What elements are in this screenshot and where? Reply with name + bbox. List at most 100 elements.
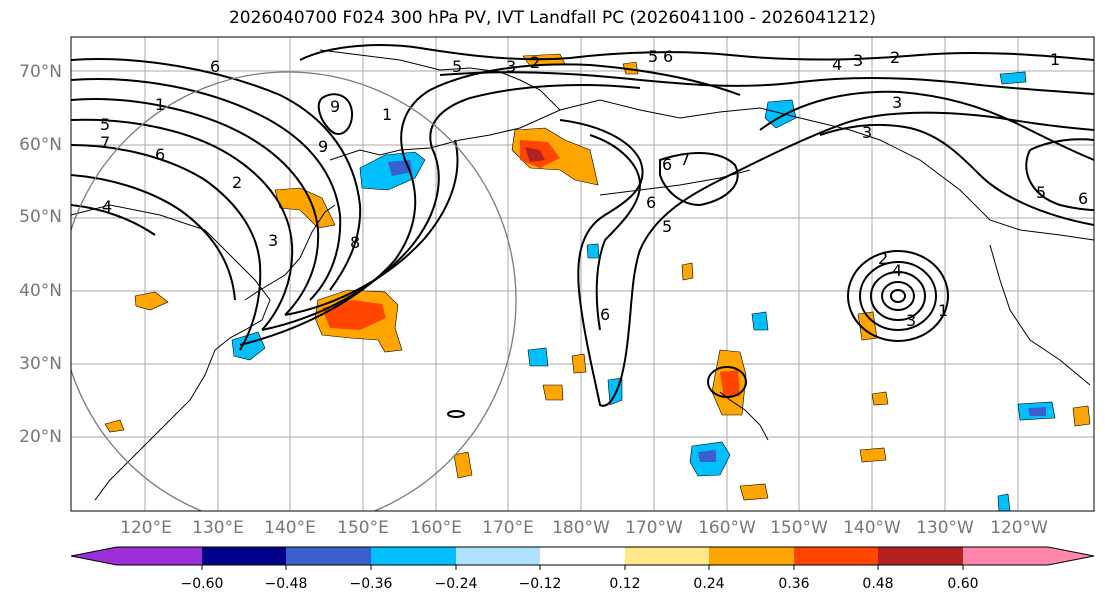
- contour-label: 1: [155, 95, 165, 114]
- contour-label: 5: [100, 115, 110, 134]
- pv-trough-contour: [559, 111, 1094, 407]
- map-plot-area: 6 5 3 2 5 6 4 3 2 1 1 5 7 6 2 4 3 9 9 8 …: [71, 37, 1094, 511]
- contour-label: 2: [232, 173, 242, 192]
- positive-anomaly: [453, 451, 473, 479]
- contour-label: 6: [646, 193, 656, 212]
- colorbar-bin: [117, 547, 202, 565]
- north-pacific-coast: [329, 99, 1094, 241]
- contour-label: 4: [832, 55, 842, 74]
- contour-label: 9: [330, 97, 340, 116]
- contour-label: 9: [318, 137, 328, 156]
- contour-label: 3: [892, 93, 902, 112]
- colorbar-outline: [70, 546, 1095, 566]
- contour-label: 1: [938, 301, 948, 320]
- colorbar-bin: [286, 547, 371, 565]
- pv-contour: [819, 123, 1094, 226]
- pv-contours: [71, 44, 1094, 418]
- contour-label: 5: [662, 217, 672, 236]
- negative-anomaly-core: [1028, 407, 1046, 416]
- colorbar-tick-label: 0.12: [609, 576, 641, 592]
- pv-contour: [71, 58, 362, 291]
- positive-anomaly: [739, 483, 769, 501]
- colorbar-bin: [371, 547, 456, 565]
- colorbar-tick-label: −0.36: [349, 576, 393, 592]
- lon-label-160w: 160°W: [698, 518, 756, 538]
- contour-label: 6: [662, 155, 672, 174]
- contour-label: 3: [506, 57, 516, 76]
- lon-label-150e: 150°E: [337, 518, 389, 538]
- lon-label-120e: 120°E: [120, 518, 172, 538]
- contour-label: 6: [1078, 189, 1088, 208]
- positive-anomaly-core: [720, 370, 740, 398]
- contour-label: 7: [680, 150, 690, 169]
- lon-label-150w: 150°W: [770, 518, 828, 538]
- lon-label-140w: 140°W: [843, 518, 901, 538]
- map-frame: [70, 36, 1095, 512]
- contour-label: 7: [100, 133, 110, 152]
- pv-closed-low: [881, 281, 915, 311]
- lat-label-20n: 20°N: [19, 427, 62, 447]
- pv-closed-contour: [659, 152, 739, 207]
- lat-label-30n: 30°N: [19, 354, 62, 374]
- contour-label: 3: [906, 311, 916, 330]
- pv-contour: [439, 71, 1094, 95]
- lat-label-70n: 70°N: [19, 62, 62, 82]
- colorbar-tick-label: 0.36: [778, 576, 810, 592]
- contour-label: 1: [1050, 50, 1060, 69]
- pv-contour: [1025, 138, 1094, 211]
- contour-label: 3: [862, 123, 872, 142]
- pv-contour: [71, 98, 320, 316]
- colorbar-tick-label: 0.24: [693, 576, 725, 592]
- pv-contour: [71, 78, 342, 301]
- colorbar-bin: [456, 547, 540, 565]
- landfall-region-circle: [71, 71, 517, 511]
- colorbar-bin: [709, 547, 794, 565]
- negative-anomaly: [751, 311, 769, 331]
- colorbar-tick-label: 0.60: [947, 576, 979, 592]
- contour-label: 5: [1036, 183, 1046, 202]
- contour-labels: 6 5 3 2 5 6 4 3 2 1 1 5 7 6 2 4 3 9 9 8 …: [100, 47, 1088, 330]
- contour-label: 6: [600, 305, 610, 324]
- colorbar-bin: [625, 547, 709, 565]
- colorbar-tick-label: −0.48: [264, 576, 308, 592]
- pv-contour: [71, 144, 262, 351]
- contour-label: 2: [530, 53, 540, 72]
- pv-contour: [284, 139, 459, 316]
- positive-anomaly-core: [322, 300, 386, 330]
- lon-label-140e: 140°E: [264, 518, 316, 538]
- lon-label-130e: 130°E: [192, 518, 244, 538]
- contour-label: 2: [890, 48, 900, 67]
- pv-closed-low: [707, 366, 747, 398]
- lon-label-170w: 170°W: [625, 518, 683, 538]
- lon-label-180w: 180°W: [552, 518, 610, 538]
- contour-label: 8: [350, 233, 360, 252]
- pv-contour: [71, 174, 236, 301]
- negative-anomaly: [586, 243, 600, 259]
- positive-anomaly: [622, 61, 639, 75]
- negative-anomaly-core: [698, 450, 716, 462]
- pv-closed-low: [890, 289, 906, 303]
- lon-label-120w: 120°W: [990, 518, 1048, 538]
- pv-contour: [71, 118, 294, 331]
- colorbar-bin: [794, 547, 878, 565]
- positive-anomaly: [134, 291, 169, 311]
- colorbar-bin: [963, 547, 1048, 565]
- lat-label-60n: 60°N: [19, 135, 62, 155]
- colorbar-extend-high: [1048, 547, 1094, 565]
- negative-anomaly: [231, 331, 266, 361]
- map-title: 2026040700 F024 300 hPa PV, IVT Landfall…: [228, 8, 876, 28]
- lon-label-130w: 130°W: [916, 518, 974, 538]
- pv-contour: [299, 44, 1094, 61]
- pv-closed-low: [870, 271, 926, 321]
- asia-coast: [71, 204, 271, 339]
- china-coast: [94, 337, 231, 501]
- colorbar-extend-low: [71, 547, 117, 565]
- contour-label: 4: [892, 261, 902, 280]
- lat-label-50n: 50°N: [19, 207, 62, 227]
- negative-anomaly: [527, 347, 549, 367]
- pv-closed-contour: [317, 93, 354, 135]
- contour-label: 6: [155, 145, 165, 164]
- north-america-west-coast: [989, 244, 1091, 386]
- map-background: [71, 37, 1094, 511]
